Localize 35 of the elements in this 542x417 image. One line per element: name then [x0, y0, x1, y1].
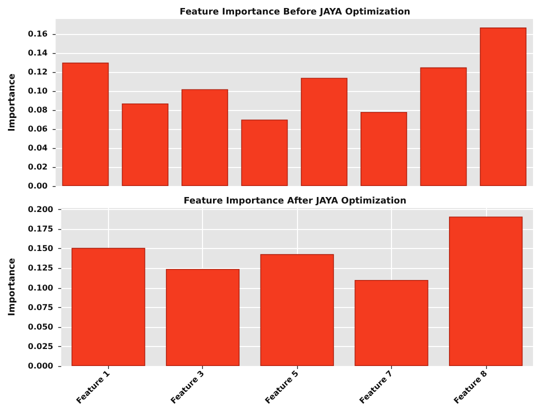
y-tick-label: 0.02: [28, 162, 48, 172]
bar: [122, 103, 168, 186]
bar: [72, 248, 146, 366]
bar: [241, 120, 288, 186]
bar: [62, 62, 109, 186]
y-tick-label: 0.00: [28, 182, 48, 190]
bar: [260, 254, 334, 366]
chart-title: Feature Importance Before JAYA Optimization: [180, 8, 410, 18]
y-tick-label: 0.025: [28, 342, 54, 351]
bar: [449, 216, 523, 366]
y-tick-label: 0.06: [28, 124, 48, 134]
y-tick-label: 0.050: [28, 322, 54, 332]
bar: [360, 112, 408, 186]
y-tick-label: 0.16: [28, 30, 48, 39]
y-axis-title: Importance: [8, 258, 18, 316]
y-tick-label: 0.075: [28, 302, 54, 312]
y-tick-label: 0.10: [28, 86, 48, 96]
y-tick-label: 0.12: [28, 68, 48, 77]
y-tick-label: 0.175: [28, 224, 54, 234]
y-tick-label: 0.125: [28, 264, 54, 273]
y-tick-label: 0.100: [28, 283, 54, 292]
bar: [182, 89, 228, 186]
bar: [166, 269, 240, 366]
bar: [480, 28, 526, 186]
y-axis-title: Importance: [8, 73, 18, 132]
y-tick-label: 0.200: [28, 205, 54, 214]
y-tick-label: 0.14: [28, 48, 48, 58]
bar: [300, 78, 348, 186]
bar: [354, 280, 428, 366]
y-tick-label: 0.04: [28, 144, 48, 153]
chart-title: Feature Importance After JAYA Optimization: [184, 196, 406, 206]
y-tick-label: 0.08: [28, 106, 48, 115]
bar: [420, 67, 467, 186]
y-tick-label: 0.150: [28, 244, 54, 254]
y-tick-label: 0.000: [28, 362, 54, 370]
